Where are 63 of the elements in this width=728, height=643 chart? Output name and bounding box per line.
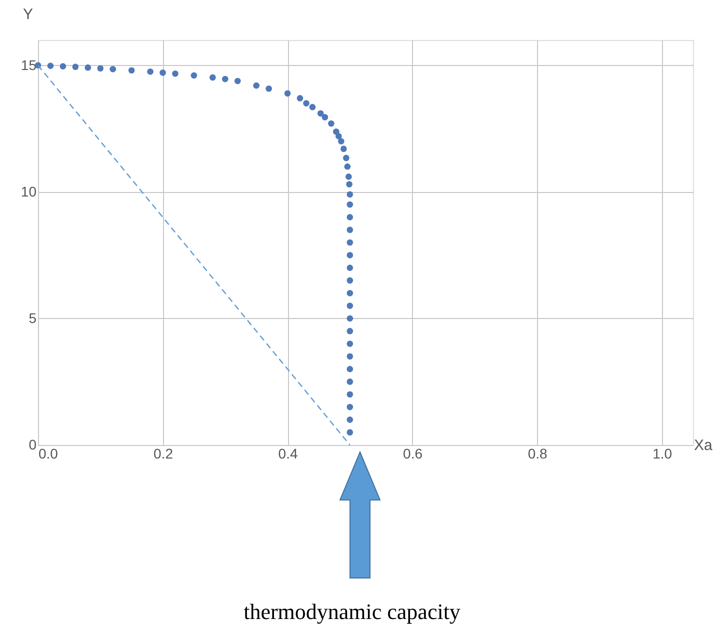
- point: [253, 82, 260, 89]
- point: [222, 76, 228, 82]
- point: [346, 429, 354, 436]
- point: [346, 264, 354, 271]
- point: [47, 62, 54, 69]
- y-tick-label: 10: [20, 183, 37, 200]
- point: [345, 174, 352, 180]
- point: [346, 181, 352, 188]
- point: [309, 104, 316, 110]
- point: [344, 163, 351, 170]
- point: [346, 290, 354, 296]
- point: [346, 315, 354, 322]
- point: [346, 328, 354, 334]
- point: [338, 138, 344, 144]
- point: [172, 70, 178, 77]
- point: [84, 64, 92, 71]
- y-tick-label: 15: [20, 56, 37, 73]
- point: [322, 114, 328, 120]
- x-tick-label: 0.6: [403, 446, 423, 462]
- point: [210, 74, 216, 81]
- point: [346, 214, 354, 220]
- point: [160, 69, 166, 76]
- point: [60, 63, 66, 70]
- point: [346, 277, 354, 284]
- y-tick-label: 0: [28, 436, 37, 452]
- point: [284, 90, 291, 97]
- point: [97, 65, 104, 72]
- point: [328, 120, 334, 127]
- x-tick-label: 0.0: [38, 446, 58, 462]
- point: [346, 302, 354, 309]
- point: [234, 78, 241, 84]
- point: [303, 100, 310, 106]
- point: [340, 146, 347, 152]
- point: [346, 191, 354, 198]
- point: [190, 72, 198, 79]
- point: [343, 154, 350, 162]
- point: [336, 133, 342, 140]
- point: [346, 416, 354, 423]
- point: [346, 340, 354, 347]
- point: [346, 391, 354, 398]
- text: thermodynamic capacity: [244, 599, 460, 624]
- point: [110, 66, 116, 72]
- point: [346, 404, 354, 410]
- x-axis-title: Xa: [694, 437, 714, 454]
- point: [266, 85, 272, 92]
- y-tick-label: 5: [28, 310, 37, 326]
- point: [317, 110, 324, 117]
- x-tick-label: 0.4: [278, 446, 298, 462]
- point: [147, 68, 154, 75]
- x-tick-label: 1.0: [652, 446, 672, 462]
- point: [346, 366, 354, 372]
- point: [346, 252, 354, 258]
- point: [346, 378, 354, 385]
- x-tick-label: 0.8: [528, 446, 548, 462]
- point: [346, 226, 354, 233]
- point: [346, 201, 354, 208]
- point: [346, 353, 354, 360]
- point: [346, 239, 354, 246]
- y-axis-title: Y: [22, 6, 34, 23]
- point: [128, 67, 135, 74]
- point: [296, 95, 304, 102]
- point: [72, 64, 79, 70]
- x-tick-label: 0.2: [154, 446, 174, 462]
